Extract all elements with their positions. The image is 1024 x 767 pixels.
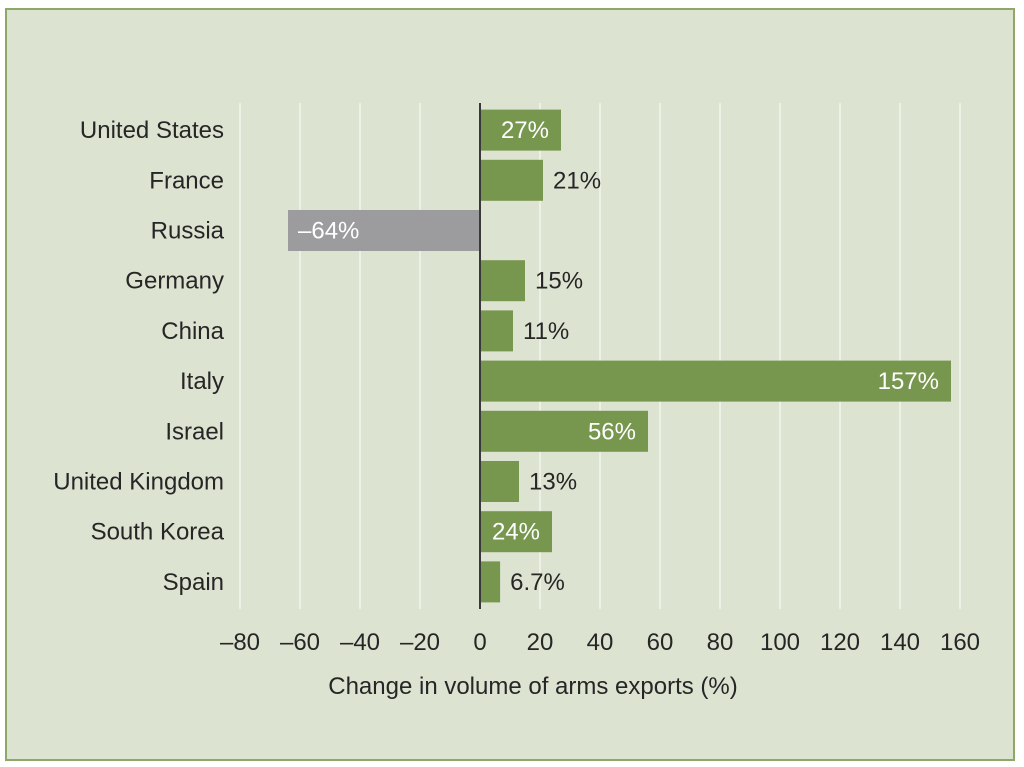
bar xyxy=(480,360,951,402)
x-tick-label: 60 xyxy=(647,629,674,656)
category-labels: United States France Russia Germany China Ita… xyxy=(53,117,224,596)
x-tick-label: 80 xyxy=(707,629,734,656)
bar xyxy=(480,159,543,201)
category-label: Russia xyxy=(151,218,225,245)
bars xyxy=(288,109,951,603)
chart-frame: United States France Russia Germany China Ita… xyxy=(5,8,1015,761)
bar xyxy=(480,310,513,352)
category-label: Israel xyxy=(165,418,224,445)
value-label: 15% xyxy=(535,268,583,295)
x-tick-label: 100 xyxy=(760,629,800,656)
x-tick-label: 20 xyxy=(527,629,554,656)
x-tick-label: 0 xyxy=(473,629,486,656)
category-label: Italy xyxy=(180,368,224,395)
x-tick-label: 160 xyxy=(940,629,980,656)
category-label: United States xyxy=(80,117,224,144)
x-tick-label: 140 xyxy=(880,629,920,656)
bar xyxy=(480,260,525,302)
value-label: 11% xyxy=(523,318,569,345)
bar xyxy=(480,561,501,603)
value-label: 13% xyxy=(529,469,577,496)
category-label: South Korea xyxy=(91,519,225,546)
category-label: Germany xyxy=(125,268,224,295)
gridlines xyxy=(239,103,961,609)
value-label: 157% xyxy=(878,368,939,395)
bar xyxy=(288,210,480,251)
bar xyxy=(480,511,552,553)
value-label: 24% xyxy=(492,519,540,546)
value-label: 21% xyxy=(553,167,601,194)
x-tick-label: –20 xyxy=(400,629,440,656)
value-label: –64% xyxy=(298,218,359,245)
value-label: 56% xyxy=(588,418,636,445)
bar xyxy=(480,461,519,502)
x-tick-labels: –80 –60 –40 –20 0 20 40 60 80 100 120 140 160 xyxy=(220,629,980,656)
x-tick-label: 120 xyxy=(820,629,860,656)
category-label: China xyxy=(161,318,224,345)
bar xyxy=(480,410,648,452)
x-tick-label: 40 xyxy=(587,629,614,656)
bar-chart: United States France Russia Germany China Ita… xyxy=(53,103,980,700)
x-tick-label: –60 xyxy=(280,629,320,656)
x-axis-title: Change in volume of arms exports (%) xyxy=(328,673,738,700)
category-label: United Kingdom xyxy=(53,469,224,496)
value-label: 6.7% xyxy=(510,569,565,596)
x-tick-label: –40 xyxy=(340,629,380,656)
x-tick-label: –80 xyxy=(220,629,260,656)
value-labels: 27%21% –64% 15% 11% 157% 56% 13% 24% 6.7% xyxy=(298,117,939,596)
bar xyxy=(480,109,561,151)
category-label: Spain xyxy=(163,569,224,596)
value-label: 27% xyxy=(501,117,549,144)
category-label: France xyxy=(149,167,224,194)
